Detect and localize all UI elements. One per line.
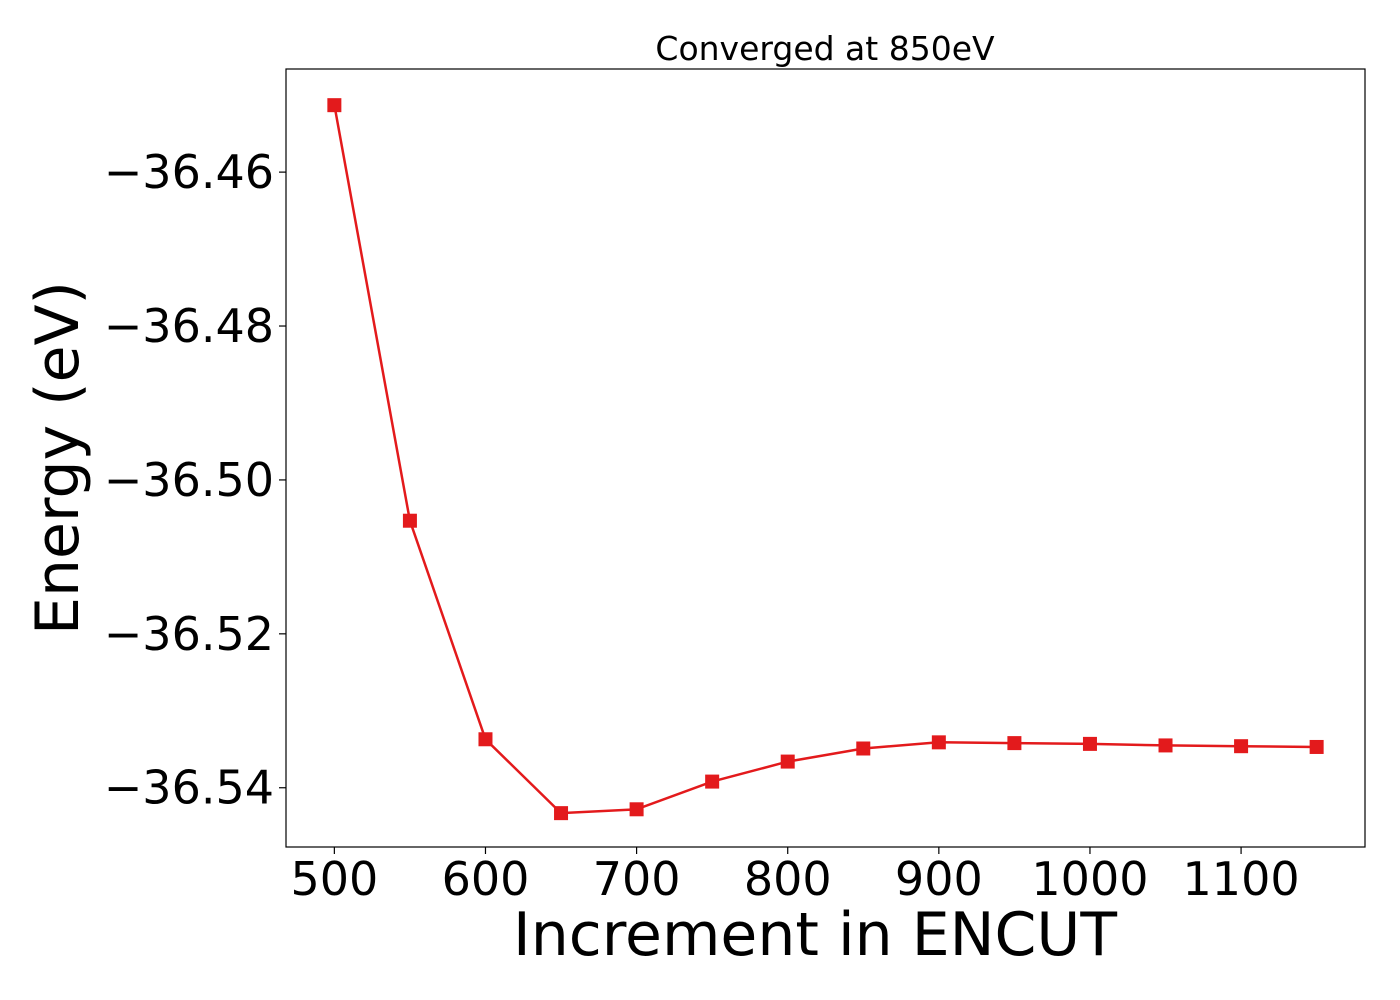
data-point-marker [1309, 739, 1324, 754]
y-tick-label: −36.46 [104, 145, 274, 199]
chart-title: Converged at 850eV [655, 29, 995, 68]
x-tick-label: 800 [744, 852, 832, 906]
data-point-marker [780, 754, 795, 769]
y-axis-title: Energy (eV) [23, 281, 93, 635]
data-point-marker [402, 513, 417, 528]
x-axis-title: Increment in ENCUT [513, 900, 1117, 970]
y-tick-label: −36.52 [104, 607, 274, 661]
series-layer [327, 98, 1324, 821]
plot-frame [285, 68, 1366, 848]
x-axis: 500 600 700 800 900 1000 1100 [290, 847, 1300, 906]
y-tick-label: −36.54 [104, 761, 274, 815]
data-point-marker [856, 741, 871, 756]
x-tick-label: 700 [593, 852, 681, 906]
x-tick-label: 900 [895, 852, 983, 906]
y-tick-label: −36.48 [104, 299, 274, 353]
y-tick-label: −36.50 [104, 453, 274, 507]
data-point-marker [1082, 736, 1097, 751]
series-line [333, 104, 1317, 815]
x-tick-label: 1100 [1183, 852, 1300, 906]
data-point-marker [327, 98, 342, 113]
x-tick-label: 600 [442, 852, 530, 906]
data-point-marker [705, 774, 720, 789]
data-point-marker [931, 735, 946, 750]
y-axis: −36.46 −36.48 −36.50 −36.52 −36.54 [104, 145, 286, 815]
data-point-marker [554, 806, 569, 821]
data-point-marker [1007, 736, 1022, 751]
data-point-marker [1158, 738, 1173, 753]
data-point-marker [1234, 739, 1249, 754]
data-point-marker [629, 802, 644, 817]
x-tick-label: 500 [290, 852, 378, 906]
x-tick-label: 1000 [1031, 852, 1148, 906]
data-point-marker [478, 732, 493, 747]
